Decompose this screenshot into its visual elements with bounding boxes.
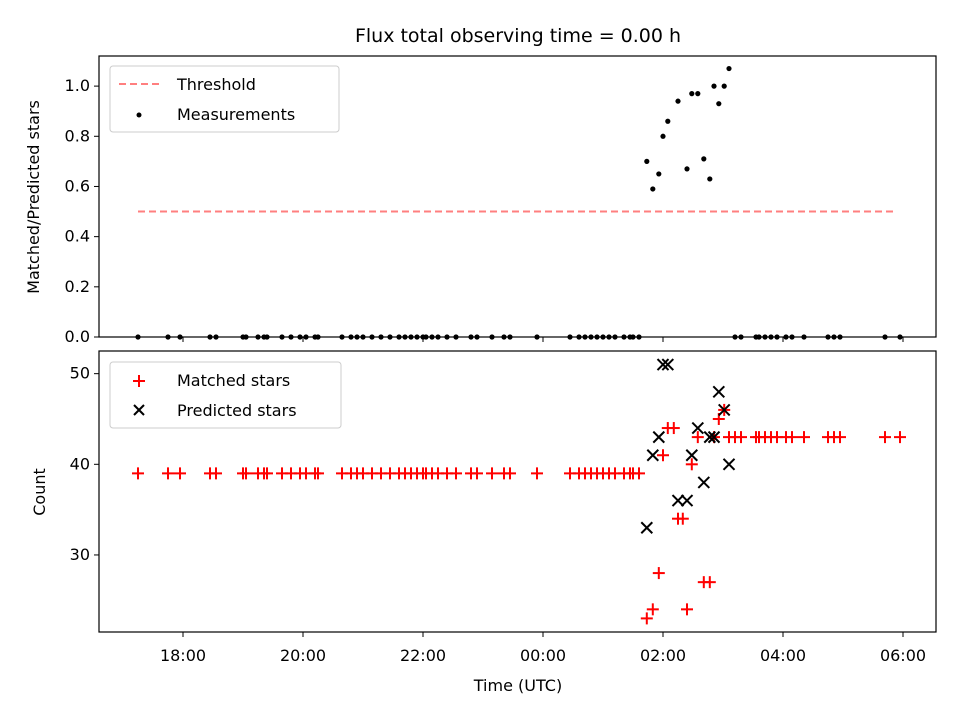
- legend-predicted-label: Predicted stars: [177, 401, 297, 420]
- top-axes-frame: [98, 55, 937, 338]
- predicted-star-point: [691, 421, 705, 435]
- matched-star-point: [312, 467, 324, 480]
- measurement-point: [716, 101, 722, 107]
- predicted-star-point: [640, 521, 654, 534]
- x-tick-label: 18:00: [160, 646, 206, 665]
- y-tick-label: 30: [70, 545, 90, 564]
- measurement-point: [665, 118, 671, 124]
- predicted-star-point: [703, 430, 717, 444]
- measurement-point: [650, 186, 656, 192]
- matched-star-point: [210, 467, 222, 480]
- y-tick-label: 1.0: [65, 76, 90, 95]
- measurement-point: [726, 65, 732, 72]
- top-legend: Threshold Measurements: [109, 65, 340, 133]
- matched-star-point: [681, 603, 693, 616]
- predicted-star-point: [685, 449, 699, 462]
- matched-star-point: [735, 431, 747, 444]
- x-tick-label: 04:00: [760, 646, 806, 665]
- predicted-star-point: [712, 385, 726, 398]
- y-tick-label: 40: [70, 454, 90, 473]
- matched-star-point: [703, 576, 716, 589]
- bottom-legend: Matched stars Predicted stars: [109, 361, 342, 429]
- matched-star-point: [834, 431, 846, 444]
- bottom-axes-frame: [98, 350, 937, 633]
- chart-title: Flux total observing time = 0.00 h: [355, 25, 681, 47]
- matched-star-point: [486, 467, 498, 480]
- matched-star-point: [471, 467, 483, 480]
- legend-measurements-swatch: [136, 112, 142, 118]
- y-tick-label: 50: [70, 364, 90, 383]
- top-legend-box: [109, 65, 340, 133]
- x-tick-label: 06:00: [880, 646, 926, 665]
- predicted-star-point: [671, 494, 685, 507]
- y-tick-label: 0.4: [65, 227, 90, 246]
- measurement-point: [644, 158, 650, 164]
- legend-measurements-label: Measurements: [177, 105, 295, 124]
- matched-star-point: [657, 449, 669, 462]
- matched-star-point: [646, 603, 659, 616]
- matched-star-point: [685, 458, 698, 471]
- matched-star-point: [652, 567, 665, 580]
- measurement-point: [695, 91, 701, 97]
- legend-threshold-label: Threshold: [176, 75, 256, 94]
- matched-star-point: [261, 467, 273, 480]
- legend-predicted-swatch: [133, 404, 145, 416]
- legend-matched-label: Matched stars: [177, 371, 290, 390]
- y-tick-label: 0.8: [65, 126, 90, 145]
- top-y-axis-label: Matched/Predicted stars: [24, 100, 43, 294]
- y-tick-label: 0.6: [65, 176, 90, 195]
- measurement-point: [707, 176, 713, 182]
- matched-star-point: [174, 467, 186, 480]
- y-tick-label: 0.2: [65, 277, 90, 296]
- measurement-point: [675, 98, 681, 104]
- matched-star-point: [667, 422, 680, 435]
- bottom-y-axis-label: Count: [30, 468, 49, 516]
- x-tick-label: 22:00: [400, 646, 446, 665]
- predicted-star-point: [707, 430, 721, 444]
- measurement-point: [711, 83, 717, 89]
- predicted-star-point: [697, 476, 711, 489]
- measurement-point: [701, 156, 707, 162]
- bottom-plot-area: [132, 358, 906, 625]
- x-axis-label: Time (UTC): [473, 676, 562, 695]
- matched-star-point: [504, 467, 516, 480]
- matched-star-point: [894, 431, 906, 444]
- matched-star-point: [450, 467, 462, 480]
- matched-star-point: [676, 512, 689, 525]
- measurement-point: [656, 171, 662, 177]
- matched-star-point: [786, 431, 798, 444]
- matched-star-point: [162, 467, 174, 480]
- measurement-point: [689, 91, 695, 97]
- matched-star-point: [531, 467, 543, 480]
- y-tick-label: 0.0: [65, 327, 90, 346]
- predicted-star-point: [680, 494, 694, 507]
- matched-star-point: [633, 467, 645, 480]
- matched-star-point: [691, 431, 704, 444]
- x-tick-label: 20:00: [280, 646, 326, 665]
- matched-star-point: [640, 612, 653, 625]
- legend-matched-swatch: [133, 375, 145, 387]
- matched-star-point: [132, 467, 144, 480]
- predicted-star-point: [717, 403, 731, 417]
- predicted-star-point: [656, 358, 670, 371]
- predicted-star-point: [652, 430, 666, 444]
- bottom-legend-box: [109, 361, 342, 429]
- matched-star-point: [879, 431, 891, 444]
- predicted-star-point: [722, 458, 736, 471]
- measurement-point: [684, 166, 690, 172]
- measurement-point: [660, 133, 666, 139]
- x-tick-label: 00:00: [520, 646, 566, 665]
- predicted-star-point: [661, 358, 675, 371]
- matched-star-point: [240, 467, 252, 480]
- measurement-point: [721, 83, 727, 89]
- matched-star-point: [798, 431, 810, 444]
- x-tick-label: 02:00: [640, 646, 686, 665]
- predicted-star-point: [646, 449, 660, 462]
